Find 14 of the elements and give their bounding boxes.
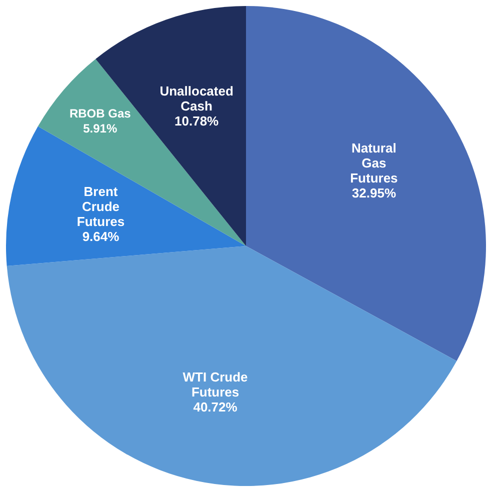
pie-slice [6,126,246,266]
slice-label: Natural Gas Futures [350,140,398,186]
slice-label: WTI Crude Futures [182,369,248,400]
data-label: 9.64% [82,228,120,244]
data-label: 40.72% [193,399,238,414]
data-label: 5.91% [83,122,118,136]
data-label: 32.95% [352,185,396,200]
pie-slice [6,246,457,486]
pie-slice [38,58,246,246]
slice-label: Brent Crude Futures [76,184,125,229]
pie-slice [246,6,486,361]
data-label: 10.78% [174,113,220,128]
slice-label: Unallocated Cash [160,83,234,114]
slice-label: RBOB Gas [69,106,132,121]
